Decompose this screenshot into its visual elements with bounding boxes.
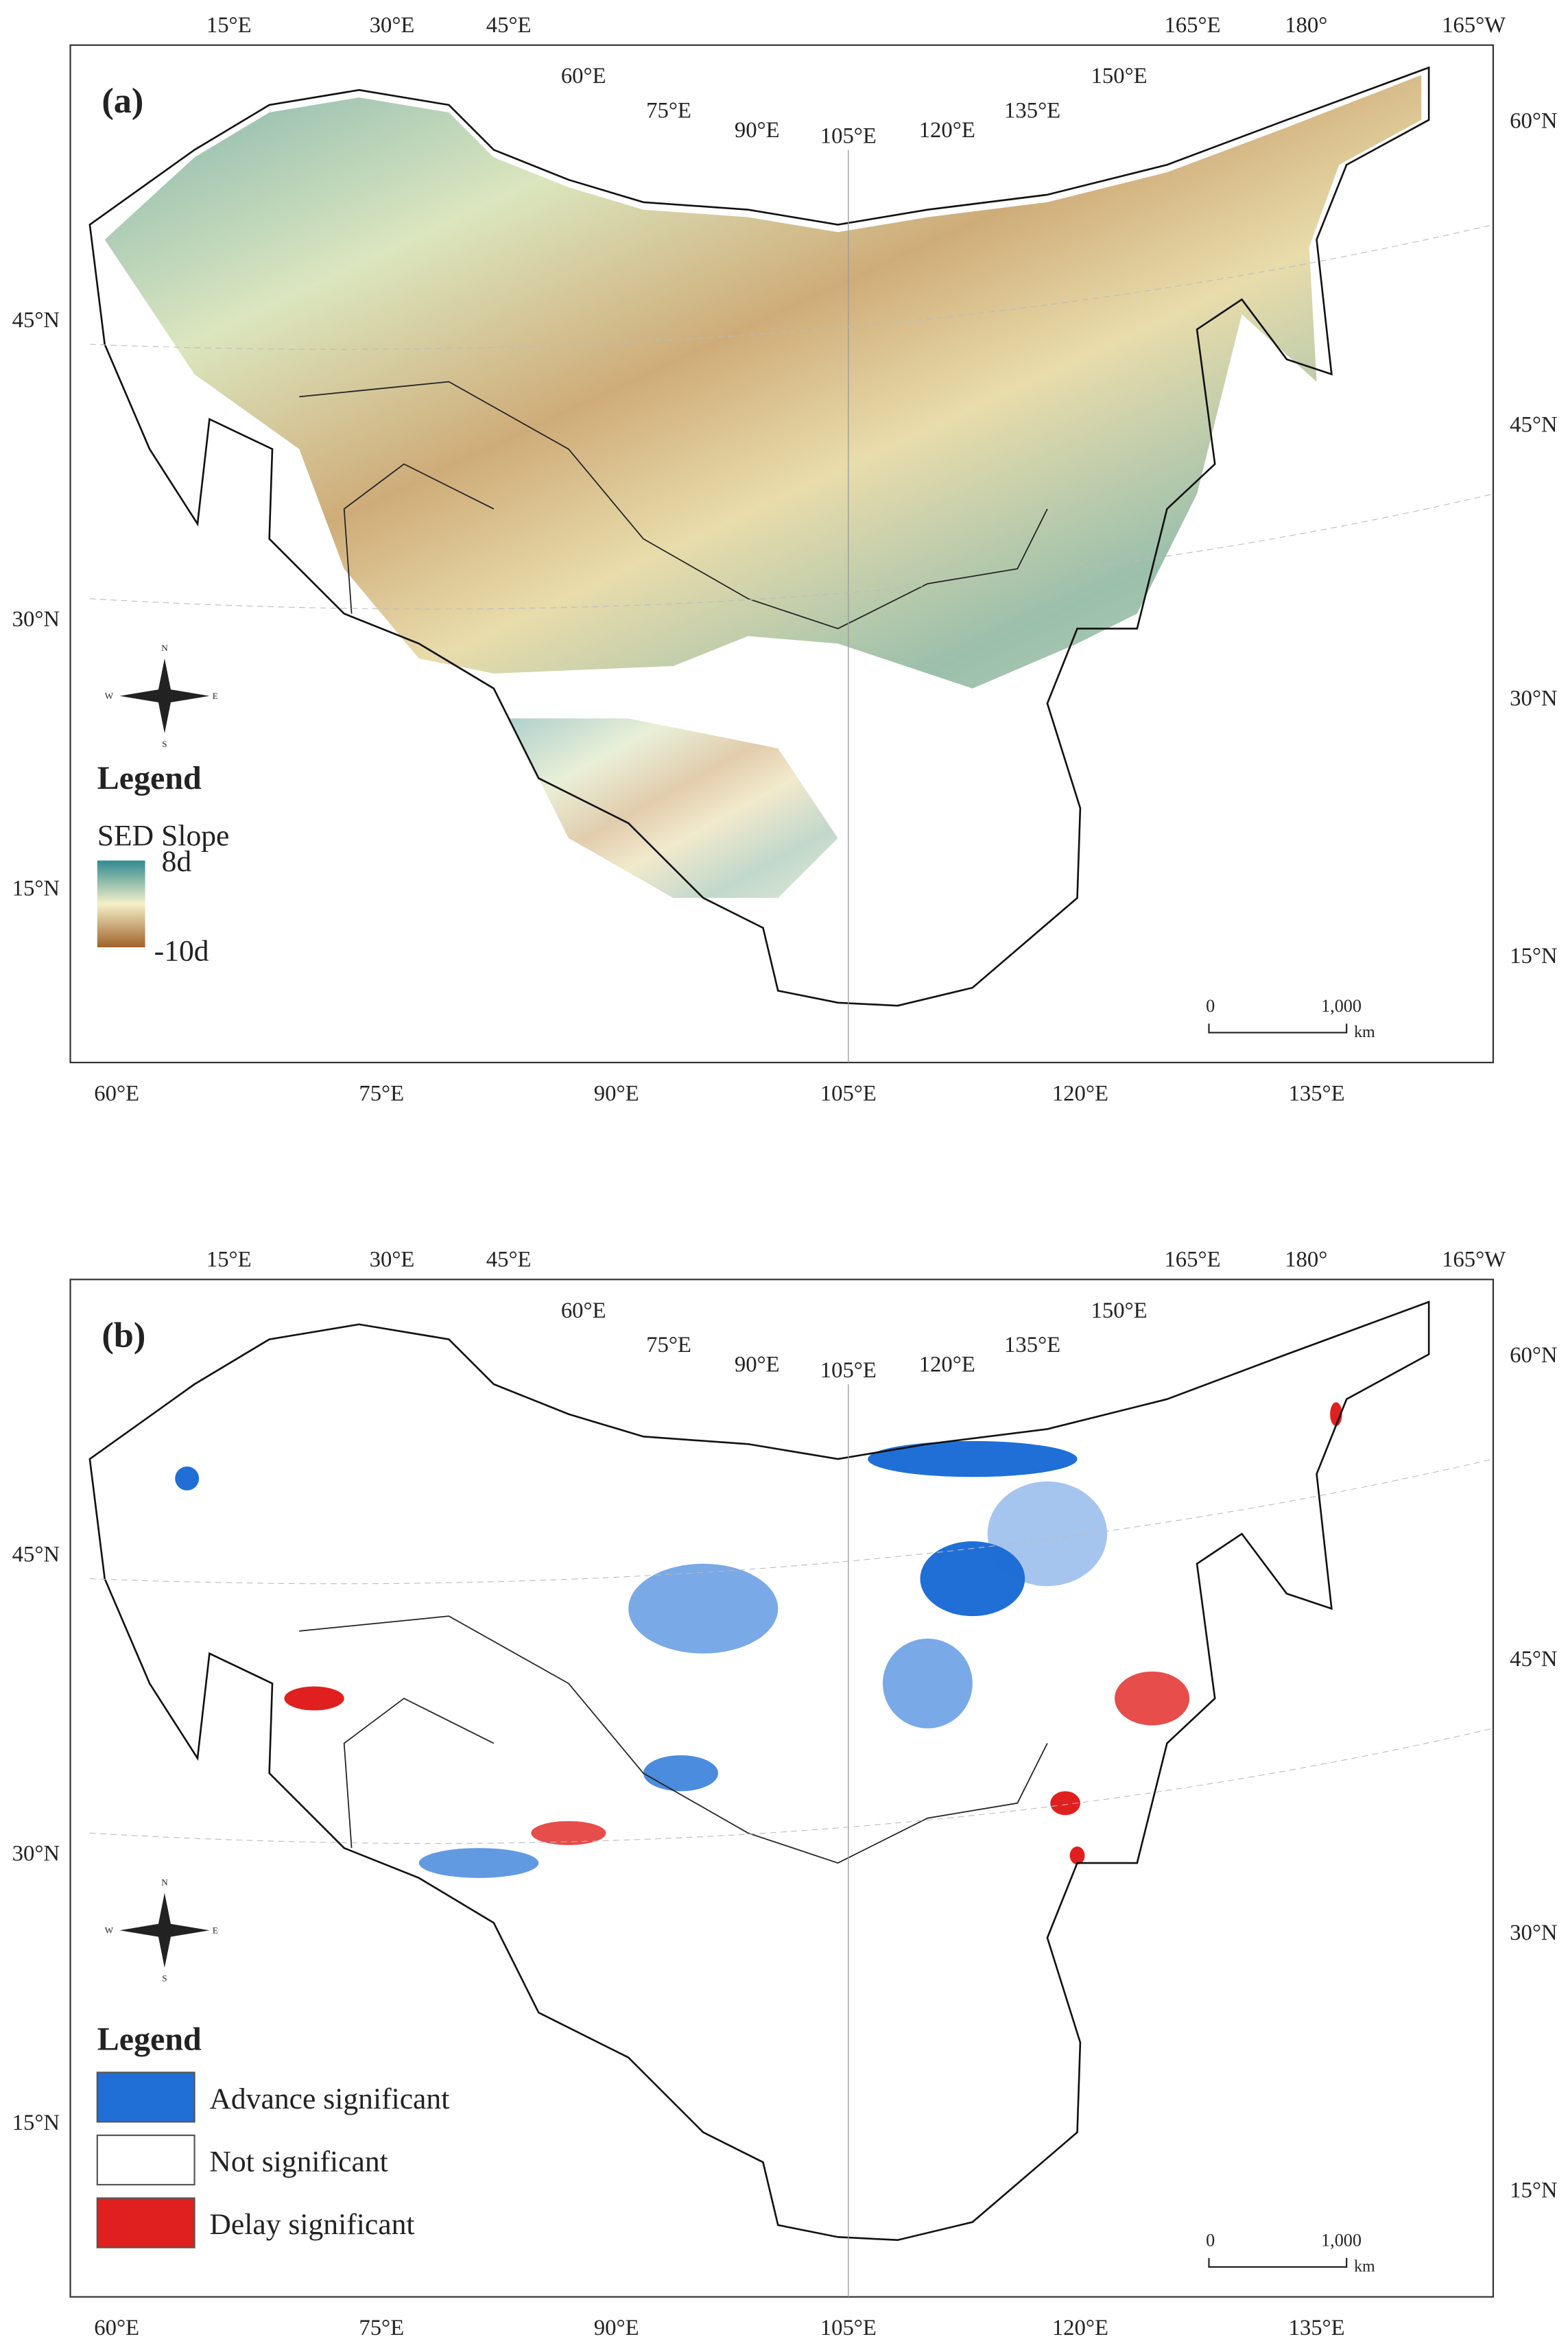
compass-s: S (162, 1973, 167, 1983)
graticule-label: 60°N (1510, 1343, 1557, 1368)
compass-s: S (162, 739, 167, 749)
compass-n: N (161, 1877, 168, 1888)
compass (119, 658, 210, 734)
graticule-label: 135°E (1004, 98, 1060, 123)
delay-areas (284, 1402, 1342, 1865)
legend-swatch (96, 2071, 195, 2123)
graticule-label: 45°N (1510, 412, 1557, 437)
graticule-label: 105°E (820, 123, 877, 148)
compass-w: W (105, 691, 114, 701)
graticule-label: 75°E (359, 1082, 404, 1106)
graticule-label: 30°E (370, 13, 415, 38)
graticule-label: 45°N (12, 1542, 60, 1567)
scale-unit: km (1354, 1023, 1375, 1041)
scale-start: 0 (1206, 2230, 1215, 2250)
graticule-label: 60°E (94, 2316, 139, 2339)
graticule-label: 15°E (206, 1248, 252, 1272)
graticule-label: 105°E (820, 2316, 877, 2339)
graticule-label: 45°N (1510, 1647, 1557, 1672)
graticule-label: 165°E (1164, 13, 1220, 38)
graticule-label: 90°E (594, 2316, 639, 2339)
panel-a: 15°E 30°E 45°E 60°E 75°E 90°E 105°E 120°E 135°E 1… (12, 13, 1558, 1106)
graticule-label: 75°E (359, 2316, 404, 2339)
legend-ramp (97, 860, 145, 948)
graticule-label: 165°W (1442, 1248, 1506, 1272)
scale-bar (1208, 2257, 1348, 2268)
compass-w: W (105, 1925, 114, 1936)
compass-e: E (213, 1925, 218, 1936)
graticule-label: 60°E (561, 64, 606, 88)
panel-b: 15°E 30°E 45°E 60°E 75°E 90°E 105°E 120°E 135°E 1… (12, 1248, 1558, 2339)
sed-slope-raster (104, 75, 1422, 689)
compass-n: N (161, 643, 168, 653)
panel-label: (b) (102, 1315, 145, 1355)
graticule-label: 30°E (370, 1248, 415, 1272)
graticule-label: 150°E (1091, 1298, 1148, 1323)
graticule-label: 30°N (1510, 1921, 1557, 1945)
graticule-label: 30°N (1510, 687, 1557, 711)
graticule-label: 120°E (1052, 1082, 1108, 1106)
graticule-label: 90°E (735, 1352, 780, 1377)
graticule-label: 120°E (1052, 2316, 1108, 2339)
graticule-label: 180° (1285, 13, 1327, 38)
legend-item: Advance significant (209, 2082, 449, 2115)
graticule-label: 60°N (1510, 109, 1557, 134)
graticule-label: 15°E (206, 13, 252, 38)
graticule-label: 15°N (12, 2111, 60, 2135)
graticule-label: 135°E (1288, 1082, 1344, 1106)
graticule-label: 75°E (646, 1333, 691, 1357)
graticule-label: 105°E (820, 1358, 877, 1383)
graticule-label: 120°E (919, 1352, 975, 1377)
graticule-label: 15°N (1510, 2178, 1557, 2203)
graticule-label: 60°E (94, 1082, 139, 1106)
graticule-label: 15°N (12, 877, 60, 901)
legend-item: Not significant (209, 2145, 388, 2178)
graticule-label: 105°E (820, 1082, 877, 1106)
panel-label: (a) (102, 81, 143, 121)
graticule-label: 15°N (1510, 944, 1557, 969)
graticule-label: 90°E (735, 118, 780, 143)
legend-subtitle: SED Slope (97, 820, 230, 853)
scale-end: 1,000 (1321, 2230, 1362, 2250)
graticule-label: 45°E (486, 1248, 532, 1272)
graticule-label: 135°E (1288, 2316, 1344, 2339)
legend-title: Legend (97, 760, 202, 796)
scale-start: 0 (1206, 996, 1215, 1016)
compass-e: E (213, 691, 218, 701)
graticule-label: 30°N (12, 1842, 60, 1866)
graticule-label: 60°E (561, 1298, 606, 1323)
graticule-label: 75°E (646, 98, 691, 123)
graticule-label: 120°E (919, 118, 975, 143)
graticule-label: 90°E (594, 1082, 639, 1106)
graticule-label: 180° (1285, 1248, 1327, 1272)
legend-swatch (96, 2197, 195, 2248)
legend-max: 8d (162, 845, 192, 878)
legend-item: Delay significant (209, 2208, 414, 2241)
advance-areas (175, 1440, 1108, 1878)
sed-slope-raster (508, 718, 838, 899)
legend-title: Legend (97, 2021, 202, 2058)
scale-bar (1208, 1023, 1348, 1034)
graticule-label: 30°N (12, 607, 60, 632)
scale-end: 1,000 (1321, 996, 1362, 1016)
graticule-label: 135°E (1004, 1333, 1060, 1357)
graticule-label: 165°W (1442, 13, 1506, 38)
graticule-label: 45°E (486, 13, 532, 38)
scale-unit: km (1354, 2258, 1375, 2276)
legend-swatch (96, 2134, 195, 2186)
graticule-label: 165°E (1164, 1248, 1220, 1272)
compass (119, 1892, 210, 1968)
graticule-label: 150°E (1091, 64, 1148, 88)
legend-min: -10d (154, 935, 209, 968)
graticule-label: 45°N (12, 308, 60, 333)
